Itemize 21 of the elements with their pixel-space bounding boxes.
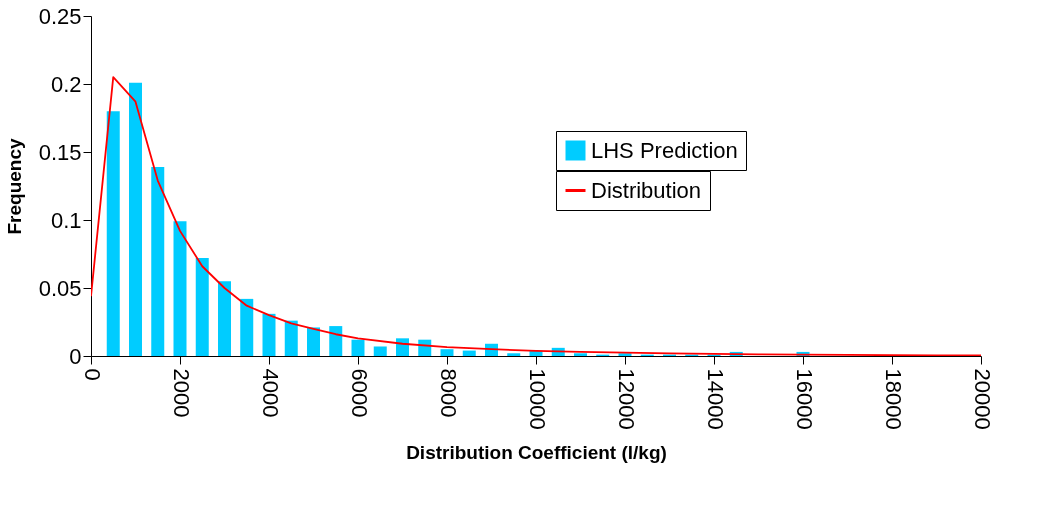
legend-label: LHS Prediction [591, 137, 738, 163]
x-tick-label: 4000 [257, 368, 283, 418]
legend-label: Distribution [591, 177, 702, 203]
x-tick-label: 20000 [969, 368, 995, 430]
y-tick-label: 0.25 [38, 3, 82, 29]
y-axis-title: Frequency [3, 138, 25, 235]
x-tick-label: 6000 [346, 368, 372, 418]
x-tick-label: 2000 [168, 368, 194, 418]
y-tick-label: 0.2 [50, 71, 82, 97]
y-tick-label: 0.05 [38, 275, 82, 301]
y-tick-label: 0.15 [38, 139, 82, 165]
y-tick-label: 0.1 [50, 207, 82, 233]
x-tick-label: 12000 [613, 368, 639, 430]
x-tick-label: 14000 [702, 368, 728, 430]
x-tick-label: 18000 [880, 368, 906, 430]
x-tick-label: 16000 [791, 368, 817, 430]
x-tick-label: 10000 [524, 368, 550, 430]
y-tick-label: 0 [69, 343, 82, 369]
x-axis-title: Distribution Coefficient (l/kg) [406, 441, 667, 463]
x-tick-label: 0 [79, 368, 105, 381]
x-tick-label: 8000 [435, 368, 461, 418]
